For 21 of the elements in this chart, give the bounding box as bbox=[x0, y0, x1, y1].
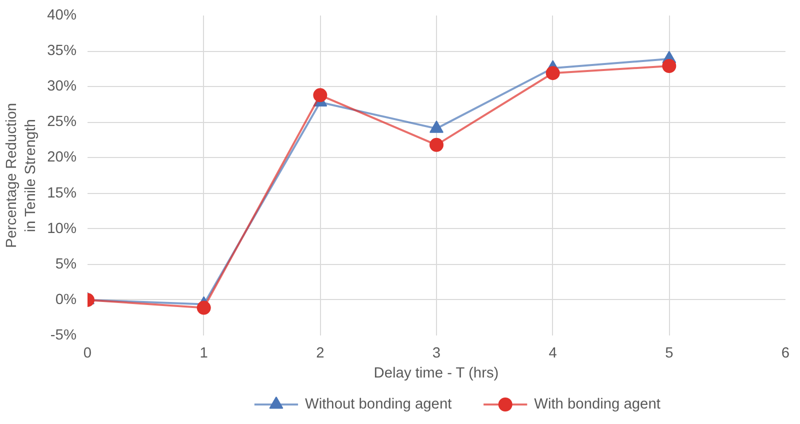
x-tick-label: 2 bbox=[316, 346, 324, 362]
y-tick-label: 10% bbox=[47, 220, 77, 237]
y-tick-label: 5% bbox=[55, 256, 77, 272]
x-tick-label: 3 bbox=[432, 346, 441, 362]
y-tick-label: 35% bbox=[47, 43, 77, 60]
x-tick-label: 0 bbox=[83, 346, 92, 362]
x-tick-label: 1 bbox=[200, 346, 208, 362]
x-axis-title: Delay time - T (hrs) bbox=[374, 366, 499, 382]
y-tick-label: 40% bbox=[47, 8, 77, 24]
y-tick-label: 20% bbox=[47, 150, 77, 166]
x-tick-label: 4 bbox=[548, 346, 557, 362]
y-tick-label: -5% bbox=[50, 328, 77, 344]
x-tick-label: 6 bbox=[781, 346, 790, 362]
y-tick-label: 15% bbox=[47, 185, 77, 202]
legend-label: Without bonding agent bbox=[305, 396, 452, 412]
y-tick-label: 0% bbox=[55, 292, 77, 308]
y-tick-label: 30% bbox=[47, 78, 77, 95]
x-tick-label: 5 bbox=[665, 346, 674, 362]
y-axis-title: Percentage Reduction in Tenile Strength bbox=[4, 102, 40, 248]
legend-label: With bonding agent bbox=[534, 396, 660, 412]
y-tick-label: 25% bbox=[47, 114, 77, 130]
